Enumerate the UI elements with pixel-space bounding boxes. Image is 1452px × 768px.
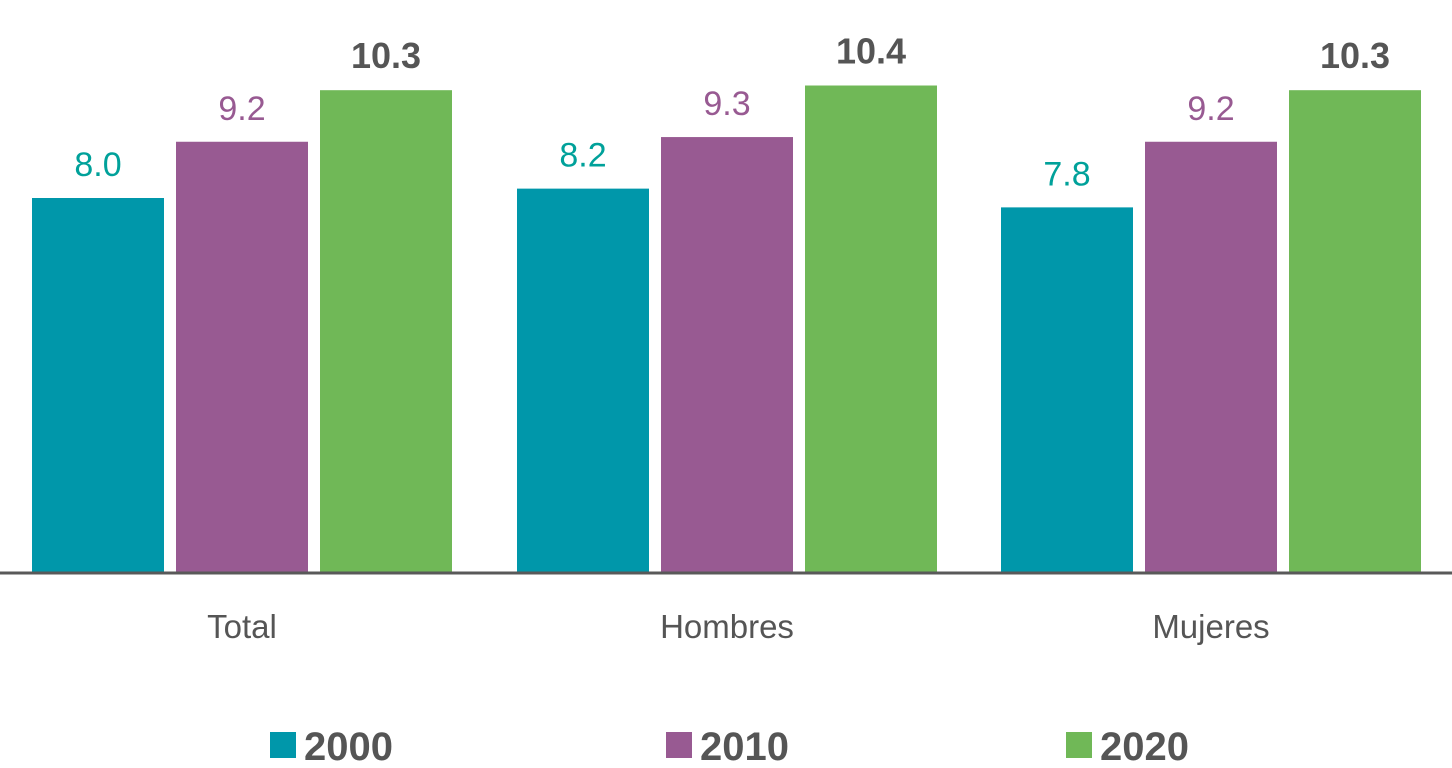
legend-item-2010: 2010 bbox=[666, 725, 789, 768]
legend-label-2010: 2010 bbox=[700, 725, 789, 768]
bar-total-2010 bbox=[176, 141, 308, 573]
value-label-mujeres-2010: 9.2 bbox=[1187, 90, 1234, 128]
category-label-hombres: Hombres bbox=[660, 608, 794, 645]
value-label-hombres-2020: 10.4 bbox=[836, 31, 906, 72]
value-label-mujeres-2000: 7.8 bbox=[1043, 155, 1090, 193]
legend-swatch-2020 bbox=[1066, 732, 1092, 758]
legend-swatch-2010 bbox=[666, 732, 692, 758]
category-label-total: Total bbox=[207, 608, 277, 645]
legend-item-2000: 2000 bbox=[270, 725, 393, 768]
value-label-mujeres-2020: 10.3 bbox=[1320, 35, 1390, 76]
value-label-hombres-2000: 8.2 bbox=[559, 137, 606, 175]
bars-group bbox=[32, 85, 1421, 573]
value-label-total-2000: 8.0 bbox=[74, 146, 121, 184]
legend: 2000 2010 2020 bbox=[270, 725, 1189, 768]
legend-item-2020: 2020 bbox=[1066, 725, 1189, 768]
bar-hombres-2000 bbox=[517, 188, 649, 573]
category-label-mujeres: Mujeres bbox=[1152, 608, 1269, 645]
bar-total-2020 bbox=[320, 90, 452, 573]
category-labels-group: Total Hombres Mujeres bbox=[207, 608, 1270, 645]
bar-total-2000 bbox=[32, 198, 164, 573]
legend-label-2000: 2000 bbox=[304, 725, 393, 768]
value-labels-group: 8.0 9.2 10.3 8.2 9.3 10.4 7.8 9.2 10.3 bbox=[74, 31, 1390, 194]
value-label-total-2020: 10.3 bbox=[351, 35, 421, 76]
value-label-hombres-2010: 9.3 bbox=[703, 85, 750, 123]
bar-mujeres-2010 bbox=[1145, 141, 1277, 573]
legend-label-2020: 2020 bbox=[1100, 725, 1189, 768]
value-label-total-2010: 9.2 bbox=[218, 90, 265, 128]
bar-hombres-2020 bbox=[805, 85, 937, 573]
bar-mujeres-2020 bbox=[1289, 90, 1421, 573]
legend-swatch-2000 bbox=[270, 732, 296, 758]
bar-hombres-2010 bbox=[661, 137, 793, 573]
bar-mujeres-2000 bbox=[1001, 207, 1133, 573]
